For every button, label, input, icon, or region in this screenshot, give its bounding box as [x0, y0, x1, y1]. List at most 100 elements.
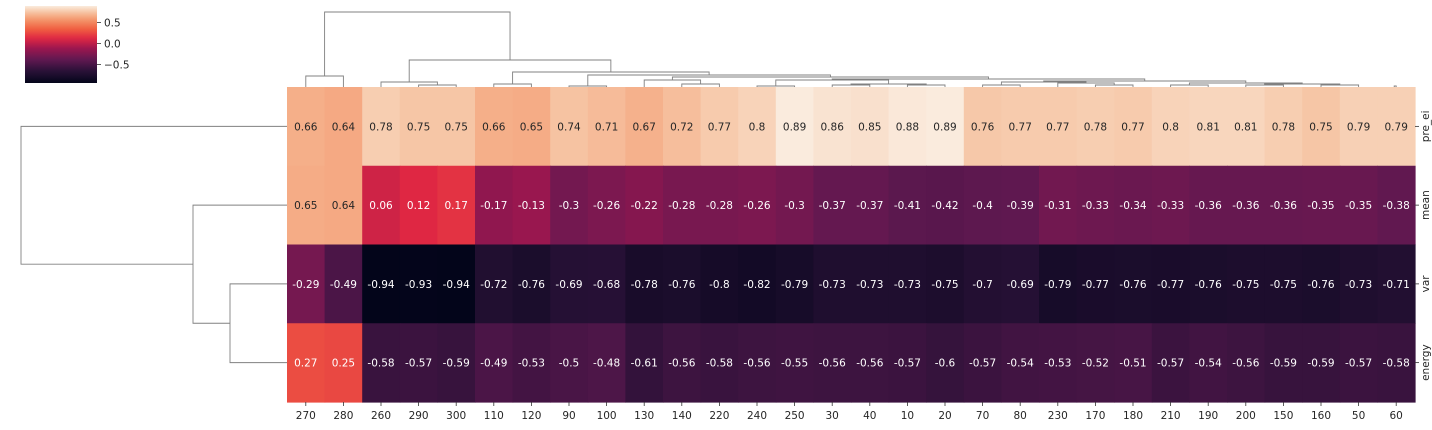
- cell-value-label: 0.86: [821, 121, 845, 133]
- cell-value-label: -0.53: [518, 358, 545, 370]
- row-dendrogram-link: [20, 125, 287, 265]
- cell-value-label: -0.28: [668, 200, 695, 212]
- heatmap-cell: [437, 87, 476, 167]
- heatmap-cell: [587, 165, 626, 246]
- cell-value-label: 0.65: [520, 121, 543, 133]
- heatmap-cell: [851, 165, 890, 246]
- cell-value-label: -0.33: [1082, 200, 1109, 212]
- x-tick-label: 290: [409, 410, 429, 422]
- cell-value-label: -0.56: [743, 358, 770, 370]
- heatmap-cell: [775, 165, 814, 246]
- heatmap-cell: [287, 87, 326, 167]
- heatmap-cell: [1039, 244, 1078, 324]
- column-dendrogram-link: [906, 84, 946, 87]
- heatmap-cell: [512, 323, 551, 403]
- cell-value-label: -0.94: [367, 279, 394, 291]
- x-tick-label: 30: [826, 410, 839, 422]
- heatmap-cell: [362, 323, 401, 403]
- heatmap-cell: [362, 244, 401, 324]
- heatmap-cell: [1039, 323, 1078, 403]
- cell-value-label: -0.68: [593, 279, 620, 291]
- heatmap-cell: [512, 87, 551, 167]
- cell-value-label: -0.79: [1044, 279, 1071, 291]
- cell-value-label: -0.76: [518, 279, 545, 291]
- heatmap-cell: [1302, 323, 1341, 403]
- cell-value-label: 0.25: [332, 358, 355, 370]
- cell-value-label: -0.76: [1119, 279, 1146, 291]
- column-dendrogram-link: [1170, 84, 1209, 87]
- heatmap-cell: [1339, 323, 1378, 403]
- x-tick-label: 100: [597, 410, 617, 422]
- y-tick-label: mean: [1420, 190, 1432, 220]
- x-tick-label: 250: [785, 410, 805, 422]
- heatmap-cell: [663, 244, 702, 324]
- heatmap-cell: [1001, 165, 1040, 246]
- cell-value-label: -0.26: [593, 200, 620, 212]
- cell-value-label: 0.8: [1162, 121, 1179, 133]
- heatmap-cell: [399, 165, 438, 246]
- heatmap-cell: [587, 323, 626, 403]
- heatmap-cell: [1339, 87, 1378, 167]
- heatmap-cell: [625, 244, 664, 324]
- heatmap-cell: [813, 244, 852, 324]
- heatmap-cell: [399, 87, 438, 167]
- column-dendrogram-link: [643, 79, 702, 87]
- cell-value-label: -0.52: [1082, 358, 1109, 370]
- cell-value-label: 0.77: [1121, 121, 1144, 133]
- cell-value-label: 0.67: [633, 121, 656, 133]
- cell-value-label: -0.56: [1232, 358, 1259, 370]
- y-tick-label: energy: [1420, 344, 1432, 381]
- cell-value-label: 0.66: [482, 121, 506, 133]
- cell-value-label: -0.72: [480, 279, 507, 291]
- heatmap-cell: [1114, 244, 1153, 324]
- heatmap-cell: [1151, 244, 1190, 324]
- cell-value-label: -0.57: [405, 358, 432, 370]
- heatmap-cell: [1264, 244, 1303, 324]
- cell-value-label: -0.58: [367, 358, 394, 370]
- x-tick-label: 150: [1273, 410, 1293, 422]
- column-dendrogram-link: [982, 84, 1021, 87]
- heatmap-cell: [550, 165, 589, 246]
- heatmap-cell: [738, 165, 777, 246]
- cell-value-label: 0.77: [1009, 121, 1032, 133]
- heatmap-cell: [1227, 323, 1266, 403]
- column-dendrogram-link: [512, 71, 710, 84]
- cell-value-label: -0.75: [931, 279, 958, 291]
- cell-value-label: -0.77: [1157, 279, 1184, 291]
- heatmap-cell: [813, 165, 852, 246]
- cell-value-label: -0.76: [668, 279, 695, 291]
- heatmap-cell: [550, 323, 589, 403]
- cell-value-label: 0.77: [708, 121, 731, 133]
- colorbar-tick-label: 0.5: [104, 17, 121, 29]
- cell-value-label: -0.57: [894, 358, 921, 370]
- cell-value-label: 0.78: [1084, 121, 1107, 133]
- heatmap-cell: [324, 244, 363, 324]
- heatmap-cell: [475, 244, 514, 324]
- heatmap-cell: [1114, 87, 1153, 167]
- cell-value-label: -0.34: [1119, 200, 1146, 212]
- cell-value-label: -0.36: [1270, 200, 1297, 212]
- cell-value-label: -0.77: [1082, 279, 1109, 291]
- heatmap-cell: [587, 244, 626, 324]
- cell-value-label: -0.82: [743, 279, 770, 291]
- cell-value-label: -0.76: [1195, 279, 1222, 291]
- heatmap-cell: [287, 165, 326, 246]
- heatmap-cell: [362, 165, 401, 246]
- cell-value-label: -0.35: [1345, 200, 1372, 212]
- heatmap-cell: [963, 87, 1002, 167]
- cell-value-label: -0.3: [559, 200, 580, 212]
- heatmap-cell: [625, 87, 664, 167]
- heatmap-cell: [775, 244, 814, 324]
- cell-value-label: -0.35: [1307, 200, 1334, 212]
- cell-value-label: -0.73: [856, 279, 883, 291]
- row-dendrogram-link: [229, 283, 287, 364]
- cell-value-label: 0.81: [1197, 121, 1220, 133]
- heatmap-cell: [1114, 323, 1153, 403]
- heatmap-cell: [963, 165, 1002, 246]
- heatmap-cell: [437, 244, 476, 324]
- cell-value-label: -0.55: [781, 358, 808, 370]
- cell-value-label: -0.75: [1232, 279, 1259, 291]
- cell-value-label: 0.78: [1272, 121, 1295, 133]
- cell-value-label: -0.31: [1044, 200, 1071, 212]
